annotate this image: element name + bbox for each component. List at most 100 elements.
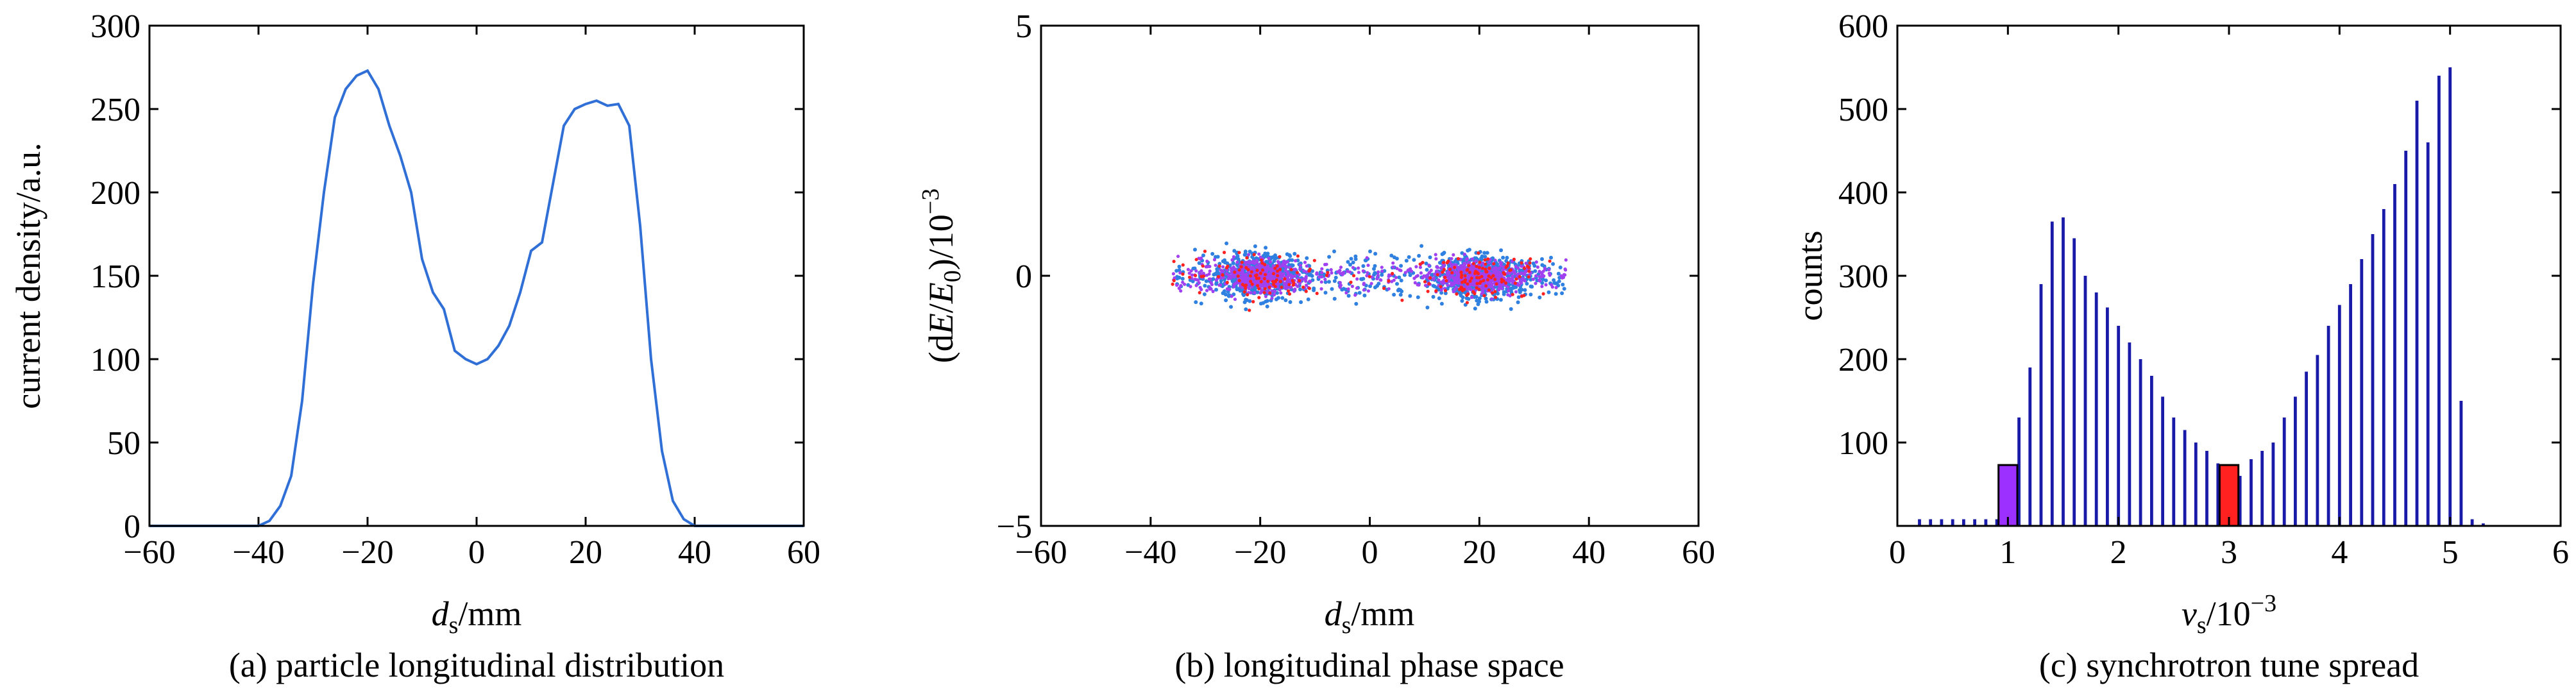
scatter-point: [1506, 261, 1510, 265]
scatter-point: [1214, 278, 1218, 282]
y-tick-label: 0: [1015, 258, 1032, 295]
scatter-point: [1549, 255, 1553, 260]
scatter-point: [1271, 280, 1275, 283]
scatter-point: [1319, 287, 1323, 291]
scatter-point: [1470, 276, 1473, 280]
scatter-point: [1214, 264, 1217, 267]
scatter-point: [1518, 274, 1521, 279]
scatter-point: [1524, 261, 1528, 266]
scatter-point: [1244, 286, 1248, 291]
scatter-point: [1461, 266, 1465, 269]
panel-b: −60 −40 −20 0 20 40 60 −5 0 5 ds/mm (dE/E0)/10−3…: [917, 8, 1715, 684]
scatter-point: [1244, 262, 1248, 266]
panel-a-frame: [148, 24, 805, 527]
scatter-point: [1212, 258, 1217, 262]
scatter-point: [1236, 257, 1241, 262]
histogram-bar: [2393, 184, 2396, 526]
scatter-point: [1439, 285, 1443, 289]
scatter-point: [1477, 266, 1481, 269]
panel-b-x-axis-label: ds/mm: [1325, 595, 1415, 639]
scatter-point: [1315, 291, 1319, 296]
scatter-point: [1493, 290, 1497, 294]
scatter-point: [1190, 273, 1194, 277]
scatter-point: [1186, 267, 1190, 271]
scatter-point: [1244, 272, 1248, 276]
scatter-point: [1417, 283, 1421, 287]
y-tick-label: 0: [124, 509, 140, 545]
scatter-point: [1508, 268, 1512, 273]
scatter-point: [1298, 282, 1302, 285]
scatter-point: [1350, 284, 1354, 289]
panel-c-caption: (c) synchrotron tune spread: [2039, 646, 2419, 684]
scatter-point: [1312, 258, 1316, 262]
histogram-bar: [2415, 101, 2419, 526]
panel-b-caption: (b) longitudinal phase space: [1174, 646, 1564, 684]
scatter-point: [1278, 255, 1282, 258]
scatter-point: [1487, 266, 1491, 270]
scatter-point: [1276, 269, 1280, 273]
scatter-point: [1349, 257, 1353, 261]
scatter-point: [1327, 280, 1331, 284]
scatter-point: [1532, 264, 1537, 268]
scatter-point: [1538, 295, 1542, 300]
scatter-point: [1534, 260, 1538, 264]
scatter-point: [1479, 271, 1484, 275]
scatter-point: [1273, 266, 1277, 270]
scatter-point: [1330, 271, 1334, 275]
scatter-point: [1297, 273, 1301, 276]
scatter-point: [1511, 292, 1514, 296]
scatter-point: [1372, 267, 1376, 271]
x-tick-label: −40: [232, 534, 284, 571]
scatter-point: [1421, 260, 1425, 264]
scatter-point: [1452, 277, 1456, 281]
histogram-bar: [1962, 519, 1965, 526]
scatter-point: [1520, 271, 1523, 275]
scatter-point: [1387, 287, 1391, 291]
scatter-point: [1256, 279, 1260, 283]
scatter-point: [1244, 266, 1248, 269]
scatter-point: [1264, 246, 1268, 250]
x-tick-label: −20: [1234, 534, 1286, 571]
panel-b-scatter-points: [1171, 241, 1568, 312]
scatter-point: [1280, 296, 1285, 300]
scatter-point: [1473, 292, 1477, 296]
scatter-point: [1484, 300, 1489, 304]
scatter-point: [1482, 294, 1486, 298]
scatter-point: [1467, 248, 1471, 252]
y-tick-label: 300: [90, 8, 140, 45]
scatter-point: [1489, 276, 1493, 280]
scatter-point: [1534, 274, 1538, 278]
scatter-point: [1423, 283, 1428, 287]
x-tick-label: 60: [787, 534, 820, 571]
scatter-point: [1521, 276, 1525, 280]
scatter-point: [1355, 277, 1359, 281]
scatter-point: [1351, 266, 1355, 269]
scatter-point: [1464, 278, 1468, 282]
scatter-point: [1272, 293, 1276, 297]
scatter-point: [1434, 257, 1438, 261]
scatter-point: [1292, 251, 1297, 256]
scatter-point: [1207, 277, 1211, 281]
scatter-point: [1439, 266, 1443, 270]
histogram-bar: [2305, 371, 2308, 526]
scatter-point: [1310, 274, 1314, 278]
histogram-bar: [2250, 459, 2253, 526]
scatter-point: [1382, 287, 1386, 291]
scatter-point: [1530, 285, 1534, 289]
scatter-point: [1242, 290, 1246, 294]
scatter-point: [1544, 278, 1548, 283]
scatter-point: [1453, 266, 1457, 269]
scatter-point: [1247, 287, 1251, 291]
scatter-point: [1288, 300, 1292, 304]
scatter-point: [1181, 263, 1185, 267]
scatter-point: [1529, 257, 1532, 261]
scatter-point: [1470, 257, 1474, 261]
scatter-point: [1459, 275, 1463, 279]
scatter-point: [1332, 279, 1337, 283]
scatter-point: [1548, 259, 1552, 263]
scatter-point: [1446, 259, 1450, 263]
scatter-point: [1208, 286, 1212, 290]
panel-c-bars: [1918, 67, 2485, 527]
scatter-point: [1525, 282, 1529, 286]
panel-a-y-tick-labels: 0 50 100 150 200 250 300: [90, 8, 140, 545]
